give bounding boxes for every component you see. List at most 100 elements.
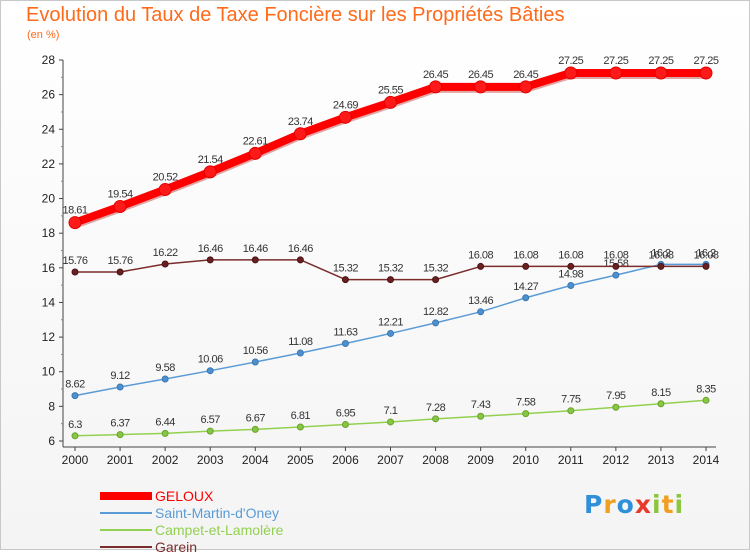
legend-label: Campet-et-Lamolère: [155, 521, 284, 538]
series-saint-martin-d-oney-point: [206, 367, 214, 375]
series-geloux-point: [609, 66, 623, 80]
series-campet-et-lamole-re-point: [206, 427, 214, 435]
series-saint-martin-d-oney-data-label: 11.63: [333, 326, 358, 338]
series-campet-et-lamole-re-data-label: 7.28: [426, 402, 446, 414]
y-tick-label: 18: [42, 226, 56, 240]
series-geloux-data-label: 18.61: [62, 205, 87, 217]
series-saint-martin-d-oney-data-label: 12.21: [378, 316, 403, 328]
legend-label: Garein: [155, 538, 198, 555]
series-saint-martin-d-oney-data-label: 10.56: [243, 345, 268, 357]
series-garein-data-label: 16.08: [693, 249, 718, 261]
series-garein-data-label: 16.08: [648, 249, 673, 261]
series-campet-et-lamole-re-point: [161, 429, 169, 437]
series-geloux-data-label: 25.55: [378, 84, 403, 96]
series-geloux-point: [474, 80, 488, 94]
series-campet-et-lamole-re-point: [296, 423, 304, 431]
y-tick-label: 28: [42, 53, 56, 67]
series-campet-et-lamole-re-data-label: 6.67: [246, 412, 266, 424]
x-tick-label: 2009: [467, 453, 494, 467]
x-tick-label: 2003: [197, 453, 224, 467]
x-tick-label: 2002: [152, 453, 179, 467]
series-garein-data-label: 16.46: [198, 243, 223, 255]
series-campet-et-lamole-re-data-label: 7.58: [516, 397, 536, 409]
y-tick-label: 8: [48, 399, 55, 413]
series-campet-et-lamole-re-point: [71, 432, 79, 440]
series-campet-et-lamole-re-data-label: 6.3: [68, 419, 82, 431]
y-tick-label: 10: [42, 365, 56, 379]
series-saint-martin-d-oney-point: [432, 319, 440, 327]
series-saint-martin-d-oney-point: [522, 294, 530, 302]
y-tick-label: 14: [42, 295, 56, 309]
series-garein-data-label: 16.08: [468, 249, 493, 261]
series-campet-et-lamole-re-data-label: 7.1: [384, 405, 398, 417]
y-tick-label: 16: [42, 261, 56, 275]
x-tick-label: 2000: [62, 453, 89, 467]
series-geloux-data-label: 27.25: [693, 55, 718, 67]
series-geloux-data-label: 19.54: [108, 189, 133, 201]
series-geloux-point: [654, 66, 668, 80]
legend-label: GELOUX: [155, 487, 214, 504]
series-saint-martin-d-oney-point: [477, 308, 485, 316]
series-campet-et-lamole-re-point: [387, 418, 394, 426]
x-tick-label: 2008: [422, 453, 449, 467]
series-garein-point: [296, 256, 304, 264]
series-saint-martin-d-oney-data-label: 9.58: [155, 362, 175, 374]
series-geloux-data-label: 27.25: [558, 55, 583, 67]
series-saint-martin-d-oney-data-label: 12.82: [423, 306, 448, 318]
series-saint-martin-d-oney-data-label: 10.06: [198, 354, 223, 366]
series-campet-et-lamole-re-data-label: 6.81: [291, 410, 311, 422]
series-saint-martin-d-oney-point: [341, 339, 349, 347]
series-garein-point: [341, 276, 349, 284]
series-saint-martin-d-oney-point: [116, 383, 124, 391]
series-garein-point: [71, 268, 79, 276]
legend-label: Saint-Martin-d'Oney: [155, 504, 280, 521]
series-garein-point: [116, 268, 124, 276]
series-geloux-data-label: 26.45: [468, 69, 493, 81]
series-geloux-point: [293, 127, 307, 141]
series-garein-data-label: 15.32: [423, 263, 448, 275]
series-garein-data-label: 16.08: [603, 249, 628, 261]
y-tick-label: 26: [42, 88, 56, 102]
series-saint-martin-d-oney-point: [387, 329, 394, 337]
proxiti-logo: Proxiti: [584, 490, 685, 519]
y-tick-label: 20: [42, 192, 56, 206]
series-geloux-data-label: 21.54: [198, 154, 223, 166]
series-garein-data-label: 15.32: [378, 263, 403, 275]
series-garein-point: [522, 262, 530, 270]
series-garein-data-label: 16.46: [288, 243, 313, 255]
legend-swatch: [100, 528, 152, 531]
x-tick-label: 2001: [107, 453, 134, 467]
series-geloux-point: [68, 216, 82, 230]
series-campet-et-lamole-re-point: [522, 410, 530, 418]
series-campet-et-lamole-re-data-label: 6.95: [336, 408, 356, 420]
legend-item: Campet-et-Lamolère: [100, 521, 283, 538]
legend-swatch: [100, 491, 152, 500]
series-garein-point: [432, 276, 440, 284]
series-garein-point: [657, 262, 665, 270]
series-geloux-point: [384, 95, 397, 109]
series-geloux-point: [203, 165, 217, 179]
y-tick-label: 6: [48, 434, 55, 448]
series-geloux-point: [699, 66, 713, 80]
legend: GELOUX Saint-Martin-d'Oney Campet-et-Lamol…: [100, 487, 283, 555]
series-geloux-data-label: 27.25: [648, 55, 673, 67]
series-garein-point: [477, 262, 485, 270]
series-saint-martin-d-oney-data-label: 14.98: [558, 268, 583, 280]
legend-swatch: [100, 511, 152, 514]
legend-item: Saint-Martin-d'Oney: [100, 504, 283, 521]
series-saint-martin-d-oney-point: [612, 271, 620, 279]
series-saint-martin-d-oney-point: [71, 392, 79, 400]
y-tick-label: 24: [42, 122, 56, 136]
series-garein-data-label: 15.32: [333, 263, 358, 275]
series-geloux-point: [338, 110, 352, 124]
series-saint-martin-d-oney-data-label: 14.27: [513, 281, 538, 293]
series-geloux-point: [429, 80, 443, 94]
series-garein-point: [387, 276, 394, 284]
series-garein-data-label: 16.22: [153, 247, 178, 259]
series-garein-point: [251, 256, 259, 264]
series-campet-et-lamole-re-point: [567, 407, 575, 415]
legend-item: GELOUX: [100, 487, 283, 504]
series-garein-data-label: 15.76: [62, 255, 87, 267]
series-geloux-data-label: 20.52: [153, 172, 178, 184]
unit-label: (en %): [27, 29, 60, 41]
